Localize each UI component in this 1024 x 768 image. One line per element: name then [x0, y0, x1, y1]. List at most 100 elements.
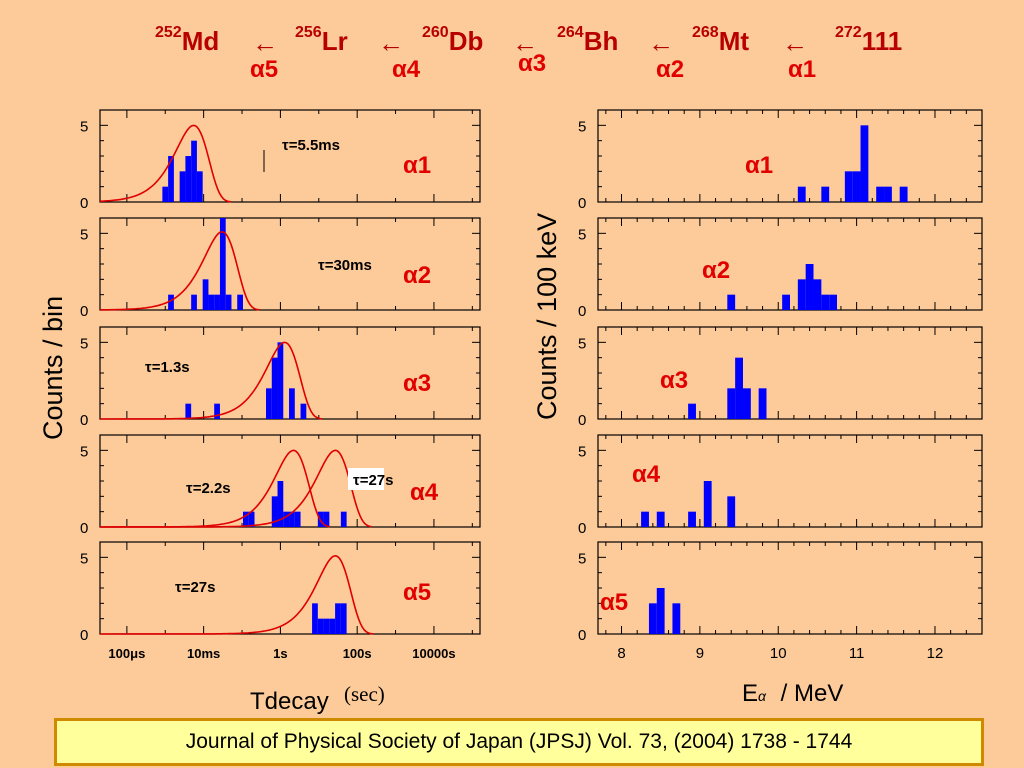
time-panel-label: α4	[410, 479, 439, 506]
decay-arrow: ←	[782, 28, 808, 58]
lifetime-label-box	[348, 468, 384, 490]
exponential-fit-curve	[99, 554, 374, 635]
time-histogram-bar	[294, 511, 301, 527]
decay-chain-title: 252Md 256Lr 260Db 264Bh 268Mt 272111 ← ← ← ← ← α5 α4…	[0, 18, 1024, 88]
energy-histogram-bar	[813, 279, 822, 310]
y-tick-label: 0	[80, 412, 88, 429]
alpha-step-label: α1	[788, 56, 817, 83]
time-histogram-bar	[214, 403, 220, 419]
time-histogram-bar	[162, 186, 169, 202]
mass-number: 268	[692, 24, 719, 41]
exponential-fit-curve	[100, 124, 232, 203]
energy-panel-label: α3	[660, 367, 688, 394]
mass-number: 256	[295, 24, 322, 41]
element-symbol: Lr	[321, 26, 348, 56]
energy-histogram-bar	[703, 481, 712, 527]
alpha-step-label: α4	[392, 56, 421, 83]
energy-histogram-bar	[821, 294, 830, 310]
time-histogram-bar	[168, 294, 174, 310]
time-histogram-bar	[242, 511, 249, 527]
y-tick-label: 5	[578, 118, 586, 135]
nuclide-mt: 268Mt	[692, 24, 749, 57]
y-tick-label: 5	[80, 550, 88, 567]
time-histogram-bar	[340, 603, 347, 634]
energy-histogram-bar	[641, 511, 649, 527]
element-symbol: Db	[448, 26, 484, 56]
energy-histogram-bar	[797, 279, 806, 310]
energy-symbol: E	[742, 680, 759, 707]
y-tick-label: 5	[578, 550, 586, 567]
mass-number: 272	[835, 24, 862, 41]
time-histogram-bar	[340, 511, 347, 527]
decay-arrow: ←	[252, 28, 278, 58]
time-histogram-bar	[214, 294, 220, 310]
x-tick-label: 12	[927, 645, 944, 662]
time-histogram-bar	[335, 603, 341, 634]
y-tick-label: 0	[80, 303, 88, 320]
energy-histogram-bar	[884, 186, 892, 202]
decay-arrow: ←	[512, 28, 538, 58]
lifetime-label: τ=5.5ms	[282, 137, 340, 154]
time-histogram-bar	[225, 294, 232, 310]
journal-citation: Journal of Physical Society of Japan (JP…	[54, 718, 984, 766]
nuclide-db: 260Db	[422, 24, 484, 57]
energy-histogram-bar	[852, 171, 861, 202]
alpha-step-label: α2	[656, 56, 685, 83]
energy-histogram-bar	[656, 511, 665, 527]
nuclide-lr: 256Lr	[295, 24, 348, 57]
y-tick-label: 5	[80, 226, 88, 243]
energy-histogram-bar	[656, 588, 665, 634]
energy-histogram-bar	[899, 186, 908, 202]
y-tick-label: 0	[80, 627, 88, 644]
energy-histogram-bar	[648, 603, 657, 634]
time-histogram-bar	[277, 342, 284, 419]
energy-histogram-bar	[742, 388, 751, 419]
time-histogram-bar	[289, 511, 295, 527]
y-tick-label: 5	[80, 443, 88, 460]
time-histogram-bar	[248, 511, 255, 527]
energy-panel-label: α1	[745, 152, 773, 179]
x-tick-label: 10000s	[412, 646, 455, 661]
histogram-panels: 0 5 α1 τ=5.5ms 0 5 α2 τ=30ms 0 5 α3 τ=1.3s 0 5 α4 τ=2.2…	[80, 109, 983, 662]
left-x-axis-label: Tdecay	[250, 688, 329, 715]
time-histogram-bar	[237, 294, 243, 310]
exponential-fit-curve	[99, 449, 372, 528]
energy-histogram-bar	[860, 125, 869, 202]
x-tick-label: 11	[849, 645, 865, 662]
time-panel-label: α2	[403, 262, 431, 289]
element-symbol: Bh	[583, 26, 619, 56]
decay-arrow: ←	[648, 28, 674, 58]
exponential-fit-curve	[99, 341, 323, 420]
y-tick-label: 5	[578, 443, 586, 460]
y-tick-label: 0	[578, 303, 586, 320]
x-tick-label: 8	[617, 645, 625, 662]
energy-histogram-bar	[844, 171, 853, 202]
element-symbol: Md	[181, 26, 220, 56]
time-histogram-bar	[271, 357, 278, 419]
time-panel-label: α5	[403, 579, 431, 606]
energy-histogram-bar	[688, 511, 696, 527]
x-tick-label: 9	[696, 645, 704, 662]
y-tick-label: 0	[578, 195, 586, 212]
mass-number: 252	[155, 24, 182, 41]
energy-histogram-bar	[735, 357, 743, 419]
mass-number: 264	[557, 24, 584, 41]
lifetime-label: τ=27s	[175, 579, 215, 596]
nuclide-md: 252Md	[155, 24, 220, 57]
energy-panel-frame	[597, 326, 983, 420]
time-histogram-bar	[208, 294, 215, 310]
x-tick-label: 100μs	[108, 646, 145, 661]
x-tick-label: 10	[770, 645, 787, 662]
x-tick-label: 10ms	[187, 646, 220, 661]
y-tick-label: 0	[80, 195, 88, 212]
y-tick-label: 0	[578, 412, 586, 429]
alpha-step-label: α3	[518, 50, 547, 77]
time-histogram-bar	[300, 403, 307, 419]
nuclide-bh: 264Bh	[557, 24, 619, 57]
exponential-fit-curve	[99, 230, 260, 311]
time-histogram-bar	[168, 156, 174, 202]
energy-panel-frame	[597, 109, 983, 203]
time-histogram-bar	[329, 618, 336, 634]
time-histogram-bar	[283, 511, 290, 527]
y-tick-label: 0	[578, 627, 586, 644]
